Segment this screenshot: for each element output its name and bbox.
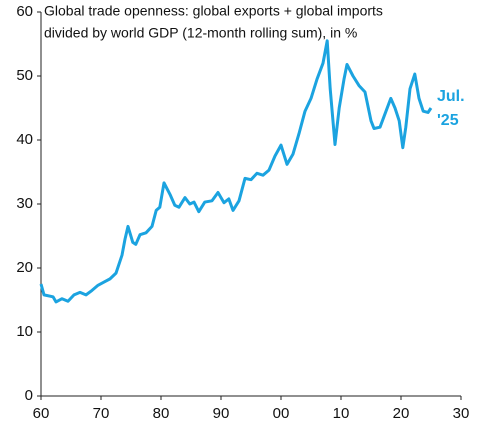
y-tick-label: 10 xyxy=(16,323,33,340)
x-tick-label: 90 xyxy=(213,405,230,422)
x-tick-label: 20 xyxy=(393,405,410,422)
annotation: '25 xyxy=(437,112,459,129)
x-tick-label: 80 xyxy=(153,405,170,422)
y-tick-label: 0 xyxy=(25,387,33,404)
x-tick-label: 70 xyxy=(93,405,110,422)
chart-title-line: divided by world GDP (12-month rolling s… xyxy=(44,25,357,41)
y-tick-label: 60 xyxy=(16,3,33,20)
chart-title-line: Global trade openness: global exports + … xyxy=(44,3,383,19)
y-tick-label: 20 xyxy=(16,259,33,276)
y-tick-label: 50 xyxy=(16,67,33,84)
x-tick-label: 00 xyxy=(273,405,290,422)
line-series xyxy=(39,39,433,304)
x-tick-label: 10 xyxy=(333,405,350,422)
annotation: Jul. xyxy=(437,88,465,105)
x-tick-label: 30 xyxy=(453,405,470,422)
y-tick-label: 40 xyxy=(16,131,33,148)
x-tick-label: 60 xyxy=(33,405,50,422)
y-tick-label: 30 xyxy=(16,195,33,212)
